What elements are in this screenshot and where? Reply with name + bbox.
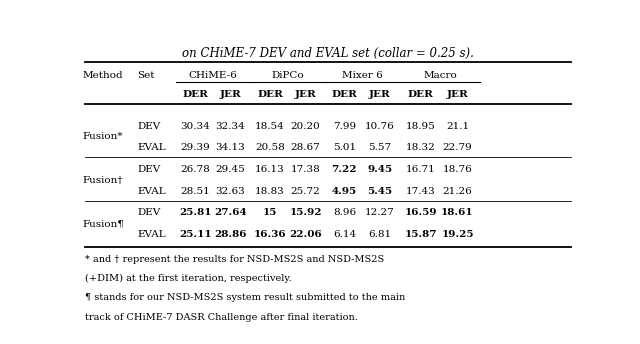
Text: 32.34: 32.34 <box>216 121 245 130</box>
Text: DiPCo: DiPCo <box>271 71 304 80</box>
Text: DEV: DEV <box>137 165 160 174</box>
Text: 6.14: 6.14 <box>333 230 356 239</box>
Text: 9.45: 9.45 <box>367 165 393 174</box>
Text: track of CHiME-7 DASR Challenge after final iteration.: track of CHiME-7 DASR Challenge after fi… <box>85 312 358 322</box>
Text: Set: Set <box>137 71 154 80</box>
Text: 25.11: 25.11 <box>179 230 212 239</box>
Text: 22.06: 22.06 <box>289 230 322 239</box>
Text: 15.92: 15.92 <box>289 208 322 217</box>
Text: 22.79: 22.79 <box>443 143 472 152</box>
Text: DER: DER <box>257 90 283 99</box>
Text: JER: JER <box>295 90 317 99</box>
Text: Method: Method <box>83 71 123 80</box>
Text: * and † represent the results for NSD-MS2S and NSD-MS2S: * and † represent the results for NSD-MS… <box>85 255 384 264</box>
Text: 16.71: 16.71 <box>406 165 436 174</box>
Text: 30.34: 30.34 <box>180 121 211 130</box>
Text: 20.20: 20.20 <box>291 121 321 130</box>
Text: 12.27: 12.27 <box>365 208 395 217</box>
Text: 18.95: 18.95 <box>406 121 436 130</box>
Text: 18.61: 18.61 <box>441 208 474 217</box>
Text: Fusion¶: Fusion¶ <box>83 219 124 228</box>
Text: 25.81: 25.81 <box>179 208 212 217</box>
Text: 5.01: 5.01 <box>333 143 356 152</box>
Text: on CHiME-7 DEV and EVAL set (collar = 0.25 s).: on CHiME-7 DEV and EVAL set (collar = 0.… <box>182 46 474 60</box>
Text: 19.25: 19.25 <box>441 230 474 239</box>
Text: 15.87: 15.87 <box>404 230 437 239</box>
Text: 10.76: 10.76 <box>365 121 395 130</box>
Text: 18.76: 18.76 <box>443 165 472 174</box>
Text: JER: JER <box>220 90 241 99</box>
Text: 17.43: 17.43 <box>406 187 436 196</box>
Text: DER: DER <box>182 90 209 99</box>
Text: ¶ stands for our NSD-MS2S system result submitted to the main: ¶ stands for our NSD-MS2S system result … <box>85 293 405 302</box>
Text: DEV: DEV <box>137 208 160 217</box>
Text: Fusion†: Fusion† <box>83 176 123 185</box>
Text: JER: JER <box>447 90 468 99</box>
Text: EVAL: EVAL <box>137 187 166 196</box>
Text: 28.51: 28.51 <box>180 187 211 196</box>
Text: 6.81: 6.81 <box>369 230 392 239</box>
Text: 17.38: 17.38 <box>291 165 321 174</box>
Text: 18.54: 18.54 <box>255 121 285 130</box>
Text: 26.78: 26.78 <box>180 165 211 174</box>
Text: 28.86: 28.86 <box>214 230 246 239</box>
Text: 16.13: 16.13 <box>255 165 285 174</box>
Text: 21.26: 21.26 <box>443 187 472 196</box>
Text: DEV: DEV <box>137 121 160 130</box>
Text: CHiME-6: CHiME-6 <box>189 71 237 80</box>
Text: 20.58: 20.58 <box>255 143 285 152</box>
Text: 27.64: 27.64 <box>214 208 246 217</box>
Text: 16.59: 16.59 <box>404 208 437 217</box>
Text: DER: DER <box>408 90 434 99</box>
Text: Macro: Macro <box>424 71 457 80</box>
Text: 28.67: 28.67 <box>291 143 321 152</box>
Text: Mixer 6: Mixer 6 <box>342 71 383 80</box>
Text: 5.57: 5.57 <box>369 143 392 152</box>
Text: EVAL: EVAL <box>137 143 166 152</box>
Text: 18.83: 18.83 <box>255 187 285 196</box>
Text: (+DIM) at the first iteration, respectively.: (+DIM) at the first iteration, respectiv… <box>85 275 292 283</box>
Text: 34.13: 34.13 <box>216 143 245 152</box>
Text: DER: DER <box>332 90 357 99</box>
Text: 21.1: 21.1 <box>446 121 469 130</box>
Text: EVAL: EVAL <box>137 230 166 239</box>
Text: 15: 15 <box>263 208 277 217</box>
Text: JER: JER <box>369 90 391 99</box>
Text: 5.45: 5.45 <box>367 187 393 196</box>
Text: 18.32: 18.32 <box>406 143 436 152</box>
Text: 4.95: 4.95 <box>332 187 357 196</box>
Text: 7.22: 7.22 <box>332 165 357 174</box>
Text: 29.39: 29.39 <box>180 143 211 152</box>
Text: 25.72: 25.72 <box>291 187 321 196</box>
Text: 29.45: 29.45 <box>216 165 245 174</box>
Text: 8.96: 8.96 <box>333 208 356 217</box>
Text: Fusion*: Fusion* <box>83 132 123 141</box>
Text: 32.63: 32.63 <box>216 187 245 196</box>
Text: 7.99: 7.99 <box>333 121 356 130</box>
Text: 16.36: 16.36 <box>253 230 286 239</box>
